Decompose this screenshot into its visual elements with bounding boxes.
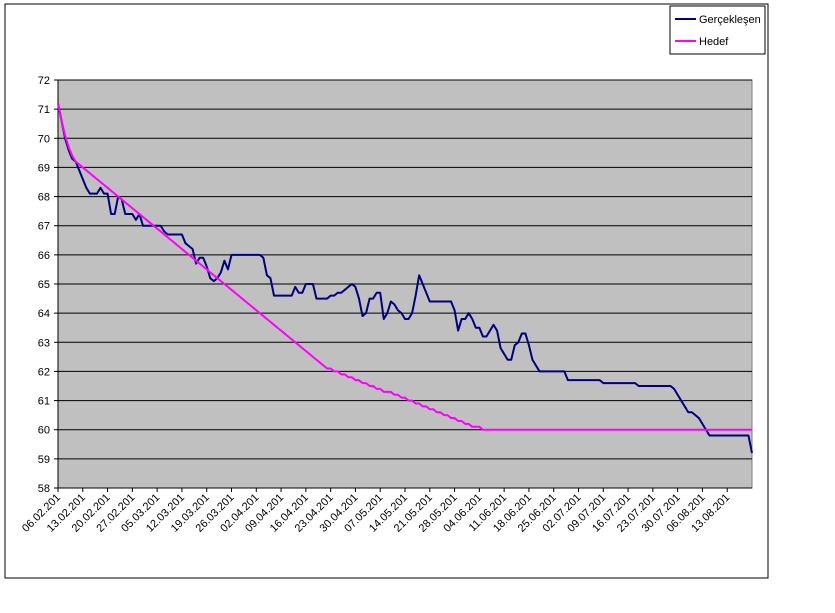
y-tick-label: 59 — [38, 454, 50, 466]
y-tick-label: 67 — [38, 221, 50, 233]
legend-label: Hedef — [699, 36, 729, 48]
y-tick-label: 61 — [38, 396, 50, 408]
legend-label: Gerçekleşen — [699, 14, 761, 26]
y-tick-label: 70 — [38, 133, 50, 145]
y-tick-label: 72 — [38, 75, 50, 87]
y-tick-label: 63 — [38, 337, 50, 349]
y-tick-label: 65 — [38, 279, 50, 291]
y-tick-label: 69 — [38, 162, 50, 174]
y-tick-label: 62 — [38, 366, 50, 378]
series-line — [57, 103, 753, 454]
legend-box — [669, 5, 766, 55]
y-tick-label: 68 — [38, 192, 50, 204]
y-tick-label: 71 — [38, 104, 50, 116]
series-line — [57, 103, 752, 431]
y-tick-label: 60 — [38, 425, 50, 437]
y-tick-label: 58 — [38, 483, 50, 495]
y-tick-label: 66 — [38, 250, 50, 262]
y-tick-label: 64 — [38, 308, 50, 320]
